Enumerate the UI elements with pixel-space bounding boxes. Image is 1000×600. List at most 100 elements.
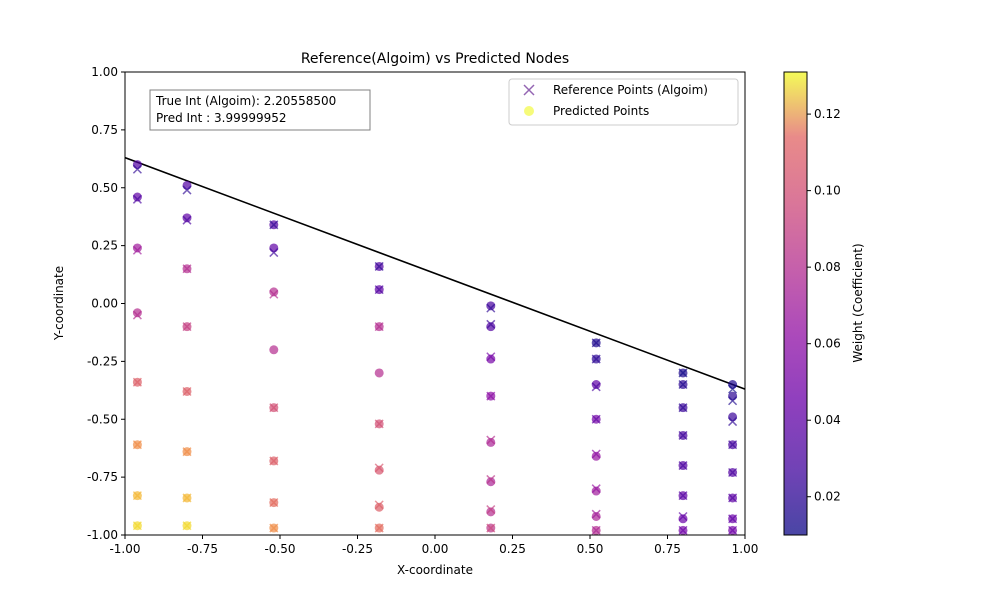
- chart-title: Reference(Algoim) vs Predicted Nodes: [301, 51, 569, 67]
- predicted-point: [486, 437, 496, 447]
- reference-point: [591, 338, 601, 348]
- predicted-point: [486, 507, 496, 517]
- reference-point: [678, 525, 688, 535]
- reference-point: [269, 523, 279, 533]
- reference-point: [182, 185, 192, 195]
- x-axis: -1.00 -0.75 -0.50 -0.25 0.00 0.25 0.50 0.75 1.00: [109, 535, 758, 556]
- reference-point: [678, 511, 688, 522]
- predicted-point: [374, 465, 384, 475]
- reference-point: [728, 384, 738, 394]
- reference-point: [182, 493, 192, 503]
- predicted-point: [486, 354, 496, 364]
- colorbar-tick-label: 0.04: [814, 413, 841, 427]
- reference-point: [374, 419, 384, 429]
- reference-point: [269, 220, 279, 230]
- y-tick-label: 1.00: [91, 65, 118, 79]
- reference-point: [269, 456, 279, 466]
- predicted-point: [132, 160, 142, 170]
- reference-point: [728, 396, 738, 406]
- reference-point: [728, 514, 738, 524]
- reference-point: [678, 379, 688, 390]
- predicted-point: [132, 243, 142, 253]
- predicted-point: [269, 287, 279, 297]
- legend: Reference Points (Algoim) Predicted Poin…: [508, 78, 739, 126]
- x-axis-label: X-coordinate: [397, 563, 473, 577]
- reference-point: [486, 391, 496, 401]
- reference-point: [728, 467, 738, 478]
- reference-point: [591, 484, 601, 494]
- reference-point: [728, 440, 738, 450]
- reference-point: [182, 386, 192, 397]
- reference-point: [591, 449, 601, 459]
- predicted-point: [591, 486, 601, 496]
- reference-point: [486, 435, 496, 445]
- reference-point: [132, 491, 142, 501]
- legend-label-reference: Reference Points (Algoim): [553, 83, 708, 97]
- colorbar-tick-label: 0.02: [814, 490, 841, 504]
- reference-point: [728, 417, 738, 427]
- predicted-point: [591, 451, 601, 461]
- predicted-point: [374, 368, 384, 378]
- reference-point: [269, 248, 279, 258]
- colorbar-tick-label: 0.12: [814, 107, 841, 121]
- reference-point: [269, 498, 279, 508]
- reference-point: [678, 403, 688, 413]
- reference-point: [486, 303, 496, 313]
- reference-point: [132, 310, 142, 320]
- predicted-point: [374, 502, 384, 512]
- reference-point: [374, 523, 384, 533]
- reference-point: [182, 264, 192, 274]
- predicted-point: [132, 192, 142, 202]
- reference-point: [678, 461, 688, 471]
- reference-point: [486, 474, 496, 484]
- reference-point: [486, 319, 496, 329]
- info-box-frame: [149, 89, 371, 131]
- x-tick-label: -1.00: [109, 542, 140, 556]
- predicted-point: [486, 301, 496, 311]
- y-tick-label: -0.50: [87, 412, 118, 426]
- y-tick-label: -1.00: [87, 528, 118, 542]
- reference-point: [374, 322, 384, 332]
- y-tick-label: 0.50: [91, 181, 118, 195]
- colorbar-gradient: [784, 72, 807, 535]
- reference-point: [374, 463, 384, 473]
- reference-point: [591, 414, 601, 424]
- predicted-point: [182, 180, 192, 190]
- info-box: True Int (Algoim): 2.20558500 Pred Int :…: [149, 89, 371, 131]
- predicted-point: [486, 477, 496, 487]
- reference-point: [182, 215, 192, 225]
- reference-point: [486, 352, 496, 362]
- points-layer: [132, 160, 738, 535]
- reference-point: [132, 377, 142, 387]
- x-tick-label: -0.25: [342, 542, 373, 556]
- y-tick-label: -0.75: [87, 470, 118, 484]
- reference-point: [728, 493, 738, 503]
- predicted-point: [728, 412, 738, 422]
- x-tick-label: 0.00: [422, 542, 449, 556]
- reference-point: [486, 505, 496, 515]
- y-axis: -1.00 -0.75 -0.50 -0.25 0.00 0.25 0.50 0.75 1.00: [87, 65, 125, 542]
- y-axis-label: Y-coordinate: [52, 266, 66, 341]
- reference-point: [182, 322, 192, 332]
- reference-point: [132, 440, 142, 450]
- reference-point: [132, 164, 142, 174]
- reference-point: [269, 289, 279, 299]
- y-tick-label: -0.25: [87, 354, 118, 368]
- reference-point: [374, 500, 384, 510]
- reference-point: [591, 509, 601, 519]
- reference-point: [591, 525, 601, 535]
- plot-frame: [125, 72, 745, 535]
- predicted-point: [269, 345, 279, 355]
- reference-point: [678, 368, 688, 378]
- reference-point: [591, 354, 601, 364]
- predicted-point: [132, 308, 142, 318]
- info-box-true-int: True Int (Algoim): 2.20558500: [155, 94, 336, 108]
- predicted-point: [678, 514, 688, 524]
- colorbar-tick-label: 0.08: [814, 260, 841, 274]
- reference-point: [132, 521, 142, 531]
- colorbar-tick-label: 0.06: [814, 337, 841, 351]
- reference-point: [374, 285, 384, 295]
- y-tick-label: 0.25: [91, 239, 118, 253]
- predicted-point: [591, 380, 601, 390]
- predicted-point: [728, 380, 738, 390]
